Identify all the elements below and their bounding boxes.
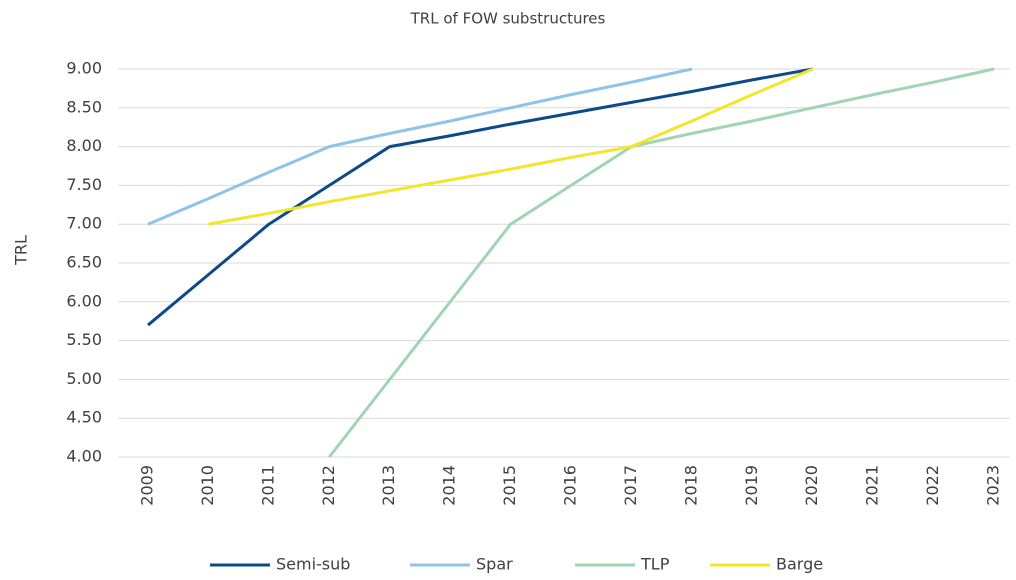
y-tick-label: 8.50 bbox=[66, 97, 102, 116]
y-tick-label: 4.50 bbox=[66, 408, 102, 427]
legend-label: Spar bbox=[476, 555, 513, 574]
legend-label: TLP bbox=[640, 555, 670, 574]
series-line bbox=[147, 67, 693, 226]
y-tick-label: 7.00 bbox=[66, 214, 102, 233]
x-tick-label: 2022 bbox=[923, 465, 942, 506]
y-tick-label: 6.00 bbox=[66, 291, 102, 310]
legend-label: Semi-sub bbox=[276, 555, 350, 574]
y-tick-label: 4.00 bbox=[66, 447, 102, 466]
y-tick-label: 5.00 bbox=[66, 369, 102, 388]
x-tick-label: 2010 bbox=[198, 465, 217, 506]
x-tick-label: 2015 bbox=[500, 465, 519, 506]
x-tick-label: 2021 bbox=[863, 465, 882, 506]
x-tick-label: 2019 bbox=[742, 465, 761, 506]
series-line bbox=[147, 67, 813, 327]
chart-title: TRL of FOW substructures bbox=[410, 10, 606, 28]
x-tick-label: 2018 bbox=[681, 465, 700, 506]
series-line bbox=[208, 67, 814, 226]
legend-label: Barge bbox=[776, 555, 823, 574]
y-tick-label: 5.50 bbox=[66, 330, 102, 349]
y-tick-label: 8.00 bbox=[66, 136, 102, 155]
y-tick-label: 6.50 bbox=[66, 253, 102, 272]
x-tick-label: 2020 bbox=[802, 465, 821, 506]
y-tick-label: 9.00 bbox=[66, 59, 102, 78]
x-tick-label: 2011 bbox=[258, 465, 277, 506]
y-tick-label: 7.50 bbox=[66, 175, 102, 194]
y-axis-label: TRL bbox=[12, 235, 31, 266]
series-line bbox=[328, 67, 995, 458]
x-tick-label: 2017 bbox=[621, 465, 640, 506]
x-tick-label: 2016 bbox=[561, 465, 580, 506]
x-tick-label: 2013 bbox=[379, 465, 398, 506]
x-tick-label: 2009 bbox=[138, 465, 157, 506]
x-tick-label: 2014 bbox=[440, 465, 459, 506]
x-tick-label: 2023 bbox=[984, 465, 1003, 506]
x-tick-label: 2012 bbox=[319, 465, 338, 506]
